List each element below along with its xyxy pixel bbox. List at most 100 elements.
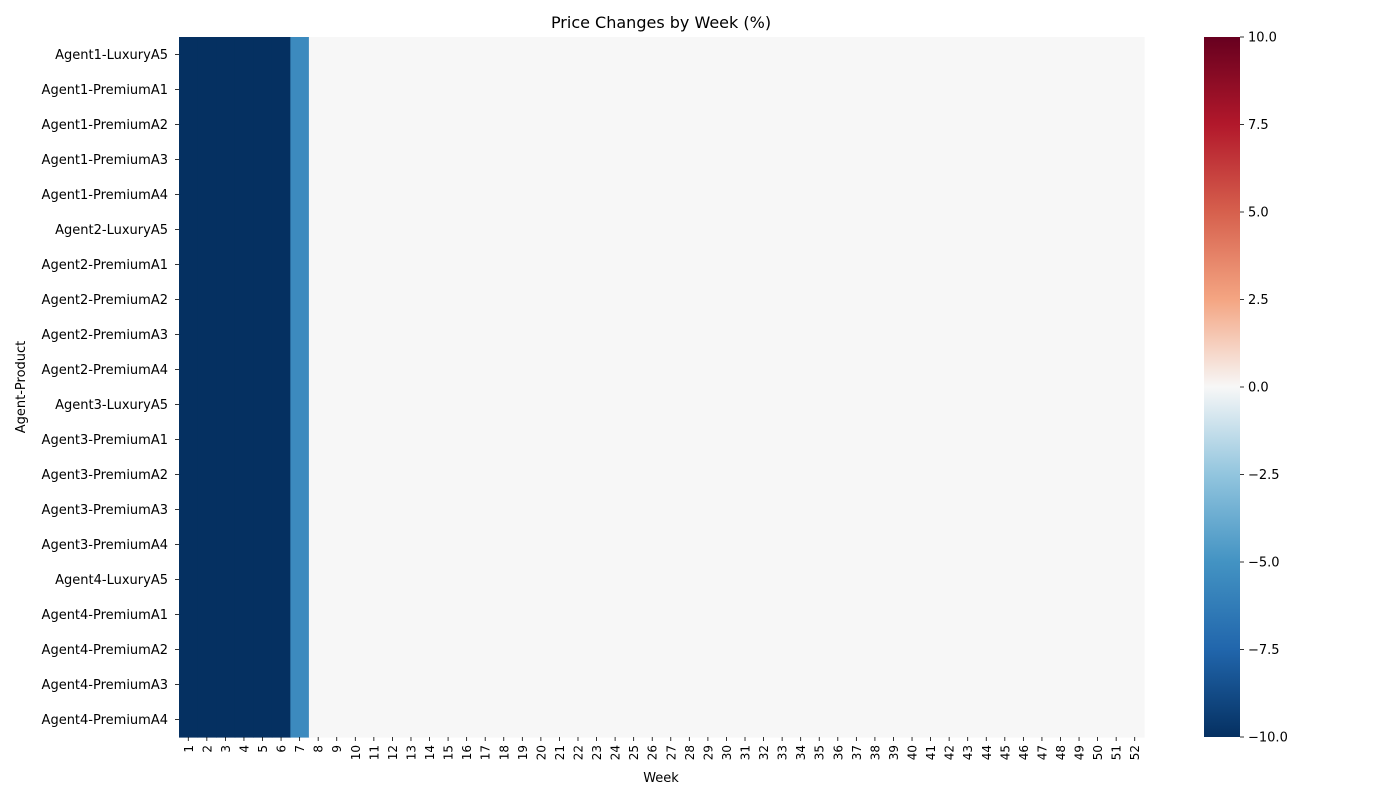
y-tick-label: Agent3-PremiumA2 xyxy=(42,468,168,483)
heatmap-cell xyxy=(717,142,737,178)
heatmap-cell xyxy=(642,107,663,143)
heatmap-cell xyxy=(364,702,384,738)
heatmap-cell xyxy=(513,352,533,388)
heatmap-cell xyxy=(1125,317,1145,353)
heatmap-cell xyxy=(475,212,496,248)
heatmap-cell xyxy=(717,667,737,703)
heatmap-cell xyxy=(624,632,644,668)
heatmap-cell xyxy=(958,597,978,633)
heatmap-cell xyxy=(457,317,477,353)
heatmap-cell xyxy=(791,282,811,318)
heatmap-cell xyxy=(624,177,644,213)
heatmap-cell xyxy=(921,352,941,388)
heatmap-cell xyxy=(179,177,199,213)
y-tick-label: Agent4-PremiumA1 xyxy=(42,608,168,623)
heatmap-cell xyxy=(902,247,922,283)
heatmap-cell xyxy=(197,492,217,528)
heatmap-cell xyxy=(364,632,384,668)
heatmap-cell xyxy=(642,702,663,738)
heatmap-cell xyxy=(494,422,514,458)
heatmap-cell xyxy=(1032,667,1052,703)
heatmap-cell xyxy=(995,387,1015,423)
heatmap-cell xyxy=(865,422,885,458)
heatmap-cell xyxy=(958,317,978,353)
heatmap-cell xyxy=(791,527,811,563)
heatmap-cell xyxy=(1088,632,1108,668)
heatmap-cell xyxy=(1032,702,1052,738)
heatmap-cell xyxy=(475,527,496,563)
heatmap-cell xyxy=(290,142,310,178)
heatmap-cell xyxy=(921,562,941,598)
heatmap-cell xyxy=(828,352,848,388)
heatmap-cell xyxy=(290,317,310,353)
heatmap-cell xyxy=(438,317,458,353)
heatmap-cell xyxy=(865,562,885,598)
heatmap-cell xyxy=(791,107,811,143)
heatmap-cell xyxy=(661,492,681,528)
heatmap-cell xyxy=(809,352,830,388)
heatmap-cell xyxy=(568,37,588,73)
heatmap-cell xyxy=(383,247,403,283)
heatmap-cell xyxy=(271,562,291,598)
heatmap-cell xyxy=(179,317,199,353)
heatmap-cell xyxy=(197,317,217,353)
heatmap-cell xyxy=(680,72,700,108)
heatmap-cell xyxy=(587,72,607,108)
heatmap-cell xyxy=(624,422,644,458)
heatmap-cell xyxy=(939,702,960,738)
heatmap-cell xyxy=(1032,317,1052,353)
y-tick-label: Agent3-LuxuryA5 xyxy=(55,398,168,413)
heatmap-cell xyxy=(346,527,366,563)
heatmap-cell xyxy=(290,247,310,283)
heatmap-cell xyxy=(865,317,885,353)
heatmap-cell xyxy=(531,177,551,213)
heatmap-cell xyxy=(847,597,867,633)
heatmap-cell xyxy=(197,597,217,633)
heatmap-cell xyxy=(921,422,941,458)
heatmap-cell xyxy=(587,492,607,528)
heatmap-cell xyxy=(1088,177,1108,213)
heatmap-cell xyxy=(531,492,551,528)
heatmap-cell xyxy=(383,142,403,178)
heatmap-cell xyxy=(475,387,496,423)
heatmap-cell xyxy=(179,702,199,738)
heatmap-cell xyxy=(234,422,254,458)
heatmap-cell xyxy=(1051,352,1071,388)
heatmap-cell xyxy=(550,492,570,528)
heatmap-cell xyxy=(754,492,774,528)
heatmap-cell xyxy=(847,492,867,528)
heatmap-cell xyxy=(587,282,607,318)
heatmap-cell xyxy=(568,177,588,213)
heatmap-cell xyxy=(754,247,774,283)
heatmap-cell xyxy=(828,317,848,353)
heatmap-cell xyxy=(1032,597,1052,633)
heatmap-cell xyxy=(401,422,421,458)
heatmap-cell xyxy=(939,352,960,388)
heatmap-cell xyxy=(179,352,199,388)
heatmap-cell xyxy=(976,212,997,248)
heatmap-cell xyxy=(271,107,291,143)
heatmap-cell xyxy=(568,492,588,528)
heatmap-cell xyxy=(624,317,644,353)
heatmap-cell xyxy=(828,212,848,248)
x-tick-label: 50 xyxy=(1091,745,1105,760)
heatmap-cell xyxy=(308,212,329,248)
heatmap-cell xyxy=(717,632,737,668)
heatmap-cell xyxy=(661,317,681,353)
heatmap-cell xyxy=(717,37,737,73)
heatmap-cell xyxy=(587,667,607,703)
heatmap-cell xyxy=(550,247,570,283)
heatmap-cell xyxy=(568,667,588,703)
heatmap-cell xyxy=(772,562,793,598)
heatmap-cell xyxy=(513,527,533,563)
heatmap-cell xyxy=(327,107,347,143)
heatmap-cell xyxy=(401,177,421,213)
heatmap-cell xyxy=(438,282,458,318)
heatmap-cell xyxy=(1051,37,1071,73)
heatmap-cell xyxy=(234,177,254,213)
heatmap-cell xyxy=(513,422,533,458)
heatmap-cell xyxy=(680,107,700,143)
y-axis-ticks: Agent1-LuxuryA5 Agent1-PremiumA1 Agent1-Pr… xyxy=(42,48,179,728)
heatmap-cell xyxy=(772,72,793,108)
heatmap-cell xyxy=(642,142,663,178)
